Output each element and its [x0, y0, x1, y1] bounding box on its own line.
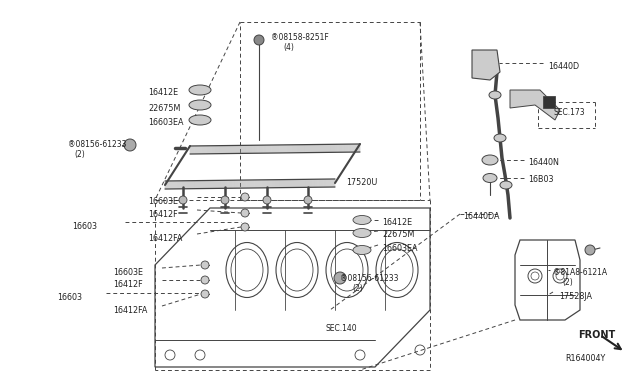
Text: 16603: 16603 [57, 293, 82, 302]
Circle shape [124, 139, 136, 151]
Bar [543, 96, 555, 108]
Circle shape [263, 196, 271, 204]
Text: 22675M: 22675M [382, 230, 414, 239]
Circle shape [201, 276, 209, 284]
Text: FRONT: FRONT [578, 330, 615, 340]
Text: 16440DA: 16440DA [463, 212, 499, 221]
Text: 17528JA: 17528JA [559, 292, 592, 301]
Text: 16440N: 16440N [528, 158, 559, 167]
Circle shape [254, 35, 264, 45]
Text: R164004Y: R164004Y [565, 354, 605, 363]
Ellipse shape [500, 181, 512, 189]
Text: ®08156-61233: ®08156-61233 [340, 274, 399, 283]
Text: 16412FA: 16412FA [113, 306, 147, 315]
Ellipse shape [353, 228, 371, 237]
Circle shape [179, 196, 187, 204]
Text: 16603: 16603 [72, 222, 97, 231]
Text: 22675M: 22675M [148, 104, 180, 113]
Ellipse shape [482, 155, 498, 165]
Ellipse shape [489, 91, 501, 99]
Text: SEC.140: SEC.140 [325, 324, 356, 333]
Text: ®08156-61233: ®08156-61233 [68, 140, 127, 149]
Circle shape [304, 196, 312, 204]
Ellipse shape [353, 215, 371, 224]
Circle shape [201, 290, 209, 298]
Polygon shape [510, 90, 560, 120]
Text: 16603EA: 16603EA [148, 118, 184, 127]
Circle shape [201, 261, 209, 269]
Text: ®08158-8251F: ®08158-8251F [271, 33, 329, 42]
Text: (2): (2) [562, 278, 573, 287]
Text: 16412FA: 16412FA [148, 234, 182, 243]
Circle shape [221, 196, 229, 204]
Text: 16412E: 16412E [148, 88, 178, 97]
Text: 16412F: 16412F [113, 280, 143, 289]
Ellipse shape [494, 134, 506, 142]
Ellipse shape [189, 85, 211, 95]
Text: 16412E: 16412E [382, 218, 412, 227]
Text: 16412F: 16412F [148, 210, 178, 219]
Circle shape [585, 245, 595, 255]
Ellipse shape [189, 100, 211, 110]
Text: (2): (2) [352, 284, 363, 293]
Text: (4): (4) [283, 43, 294, 52]
Text: 17520U: 17520U [346, 178, 378, 187]
Text: 16603EA: 16603EA [382, 244, 417, 253]
Text: ®81A8-6121A: ®81A8-6121A [553, 268, 607, 277]
Circle shape [241, 223, 249, 231]
Text: 16B03: 16B03 [528, 175, 554, 184]
Text: (2): (2) [74, 150, 84, 159]
Ellipse shape [353, 246, 371, 254]
Polygon shape [472, 50, 500, 80]
Ellipse shape [483, 173, 497, 183]
Text: 16603E: 16603E [113, 268, 143, 277]
Circle shape [241, 193, 249, 201]
Circle shape [241, 209, 249, 217]
Circle shape [334, 272, 346, 284]
Text: 16603E: 16603E [148, 197, 178, 206]
Text: SEC.173: SEC.173 [553, 108, 584, 117]
Ellipse shape [189, 115, 211, 125]
Text: 16440D: 16440D [548, 62, 579, 71]
